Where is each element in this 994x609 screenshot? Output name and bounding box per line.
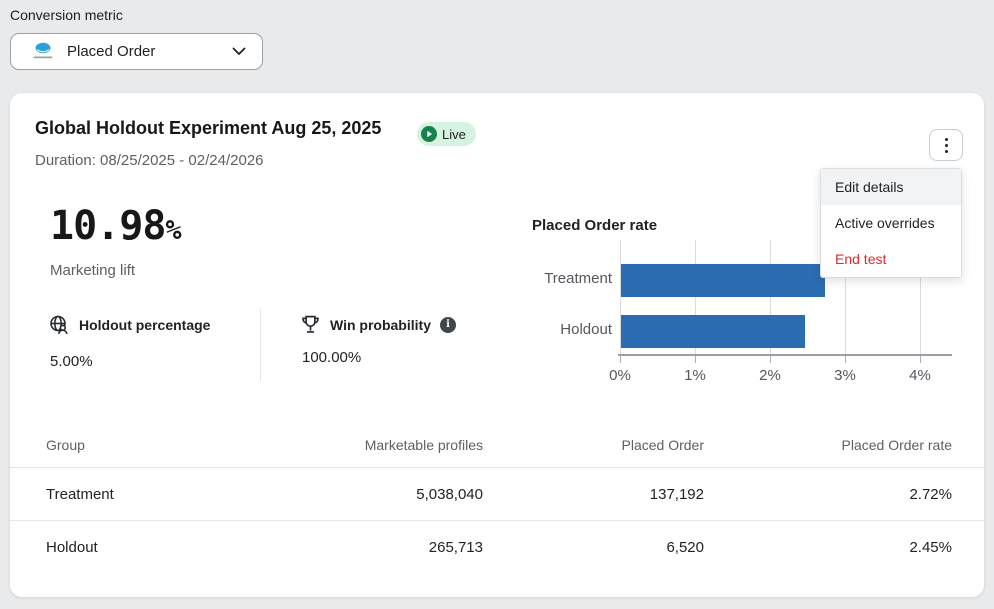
holdout-percentage-value: 5.00% [50,353,93,370]
status-badge: Live [417,122,476,146]
x-axis-tick-label: 4% [890,367,950,384]
menu-item-active-overrides[interactable]: Active overrides [821,205,961,241]
category-label-holdout: Holdout [520,321,612,338]
conversion-metric-label: Conversion metric [10,7,123,23]
conversion-metric-select[interactable]: Placed Order [10,33,263,70]
axis-tick [920,356,921,363]
x-axis-tick-label: 3% [815,367,875,384]
bar-holdout [621,315,805,348]
table-cell: Holdout [10,521,260,574]
table-header-placed-order: Placed Order [483,429,704,468]
table-header-marketable-profiles: Marketable profiles [260,429,483,468]
x-axis-tick-label: 0% [590,367,650,384]
table-row-holdout: Holdout265,7136,5202.45% [10,521,984,574]
results-table: GroupMarketable profilesPlaced OrderPlac… [10,429,984,573]
play-circle-icon [421,126,437,142]
table-row-treatment: Treatment5,038,040137,1922.72% [10,468,984,521]
experiment-title: Global Holdout Experiment Aug 25, 2025 [35,118,381,139]
kebab-icon [945,138,948,141]
table-cell: 5,038,040 [260,468,483,521]
menu-item-end-test[interactable]: End test [821,241,961,277]
marketing-lift-value: 10.98% [50,203,182,249]
holdout-percentage-header: Holdout percentage [48,314,210,336]
table-cell: Treatment [10,468,260,521]
actions-menu: Edit detailsActive overridesEnd test [820,168,962,278]
table-cell: 2.72% [704,468,984,521]
x-axis-tick-label: 2% [740,367,800,384]
table-header-row: GroupMarketable profilesPlaced OrderPlac… [10,429,984,468]
table-cell: 6,520 [483,521,704,574]
category-label-treatment: Treatment [520,270,612,287]
trophy-icon [300,314,321,335]
axis-tick [620,356,621,363]
table-cell: 2.45% [704,521,984,574]
chart-title: Placed Order rate [532,217,657,234]
table-cell: 137,192 [483,468,704,521]
info-icon[interactable]: i [440,317,456,333]
axis-tick [770,356,771,363]
table-header-group: Group [10,429,260,468]
bar-treatment [621,264,825,297]
win-probability-value: 100.00% [302,349,361,366]
table-cell: 265,713 [260,521,483,574]
chevron-down-icon [232,47,246,56]
integration-logo-icon [31,42,55,61]
marketing-lift-label: Marketing lift [50,262,135,279]
x-axis-line [618,354,952,356]
experiment-card: Global Holdout Experiment Aug 25, 2025 L… [10,93,984,597]
menu-item-edit-details[interactable]: Edit details [821,169,961,205]
table-header-placed-order-rate: Placed Order rate [704,429,984,468]
conversion-metric-value: Placed Order [67,43,232,60]
vertical-divider [260,309,261,381]
win-probability-header: Win probability i [300,314,456,335]
more-actions-button[interactable] [929,129,963,161]
experiment-duration: Duration: 08/25/2025 - 02/24/2026 [35,152,264,169]
status-badge-label: Live [442,127,466,142]
axis-tick [695,356,696,363]
axis-tick [845,356,846,363]
x-axis-tick-label: 1% [665,367,725,384]
globe-person-icon [48,314,70,336]
